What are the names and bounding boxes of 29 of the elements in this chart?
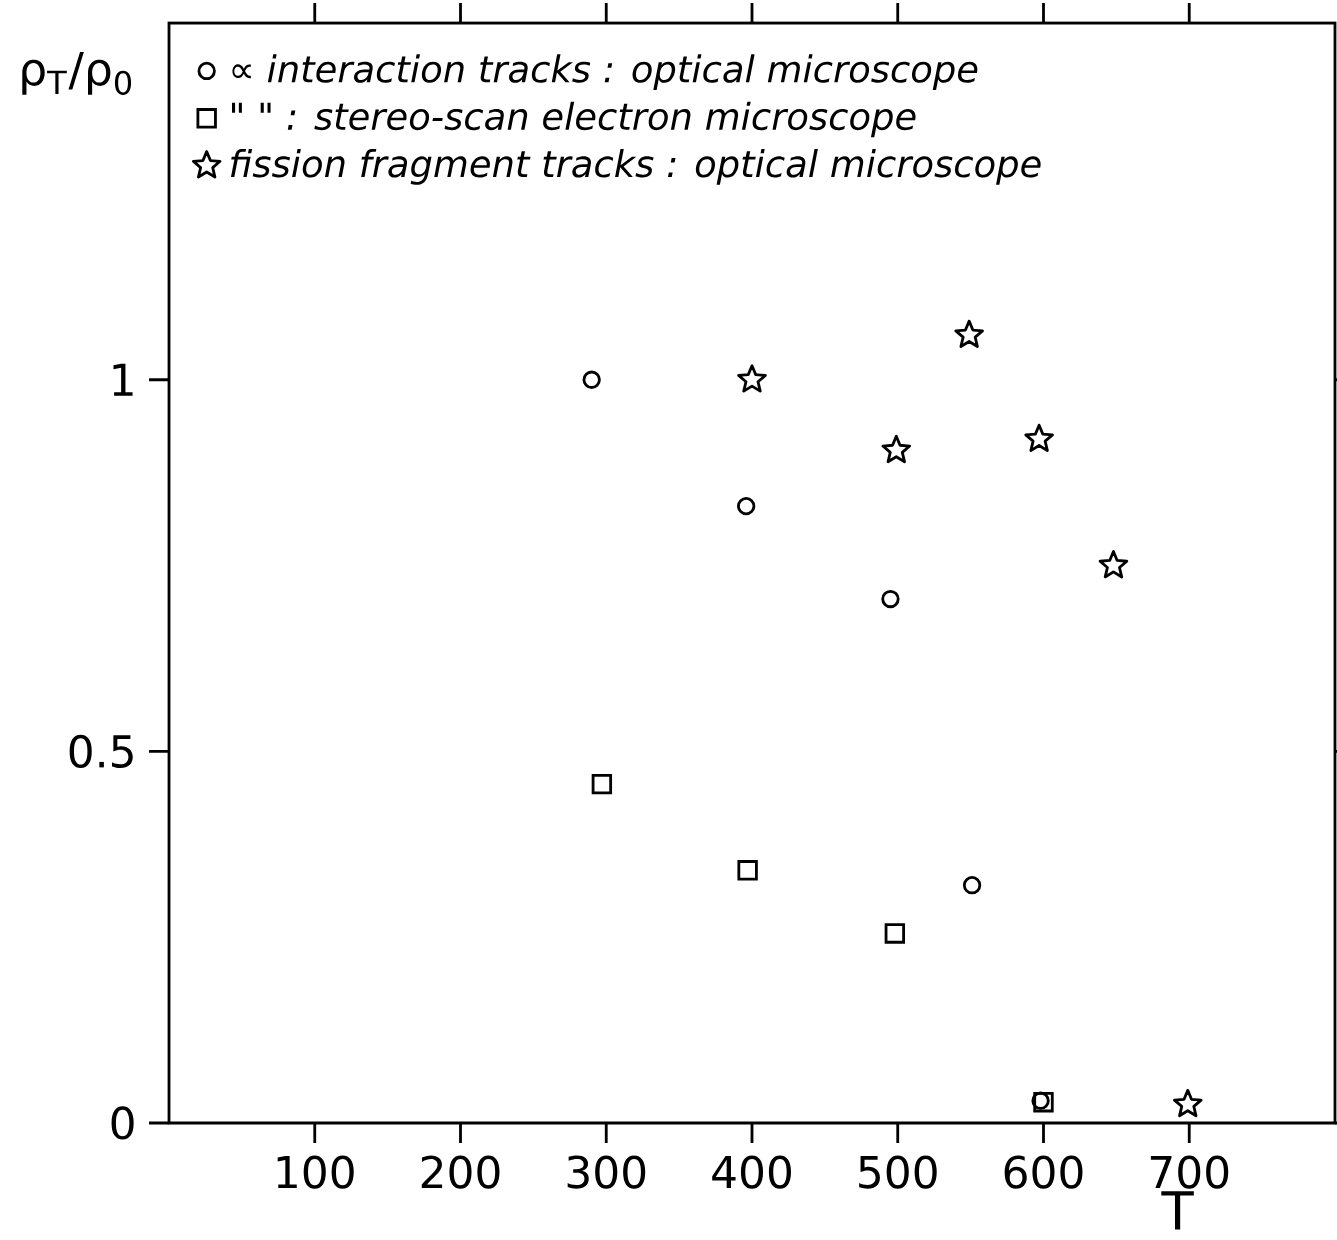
point xyxy=(1098,550,1129,579)
y-axis-title: ρ$_{T}$/ρ$_{0}$ xyxy=(22,51,132,95)
x-tick-label: 400 xyxy=(712,1155,791,1189)
point xyxy=(962,876,982,895)
y-tick-label: 0.5 xyxy=(69,734,133,768)
legend-label: " " : stereo-scan electron microscope xyxy=(232,101,916,138)
legend-label: ∝ interaction tracks : optical microscope xyxy=(232,54,978,90)
x-tick-label: 700 xyxy=(1150,1155,1229,1189)
point xyxy=(884,923,906,944)
point xyxy=(881,589,900,609)
point xyxy=(1033,1092,1054,1113)
y-tick-label: 0 xyxy=(111,1106,134,1140)
x-axis-title: T xyxy=(1161,1191,1194,1230)
x-tick-label: 100 xyxy=(277,1155,354,1189)
point xyxy=(582,370,601,389)
point xyxy=(1024,423,1054,452)
point xyxy=(737,364,767,393)
point xyxy=(591,773,613,795)
point xyxy=(1173,1088,1203,1118)
point xyxy=(954,319,984,348)
point xyxy=(737,860,758,881)
x-tick-label: 500 xyxy=(859,1155,937,1189)
point xyxy=(881,434,912,464)
x-tick-label: 300 xyxy=(567,1155,646,1189)
x-tick-label: 200 xyxy=(421,1155,500,1189)
point xyxy=(737,496,756,516)
y-tick-label: 1 xyxy=(113,363,133,396)
legend-label: fission fragment tracks : optical microscope xyxy=(230,149,1041,185)
x-tick-label: 600 xyxy=(1004,1155,1083,1189)
